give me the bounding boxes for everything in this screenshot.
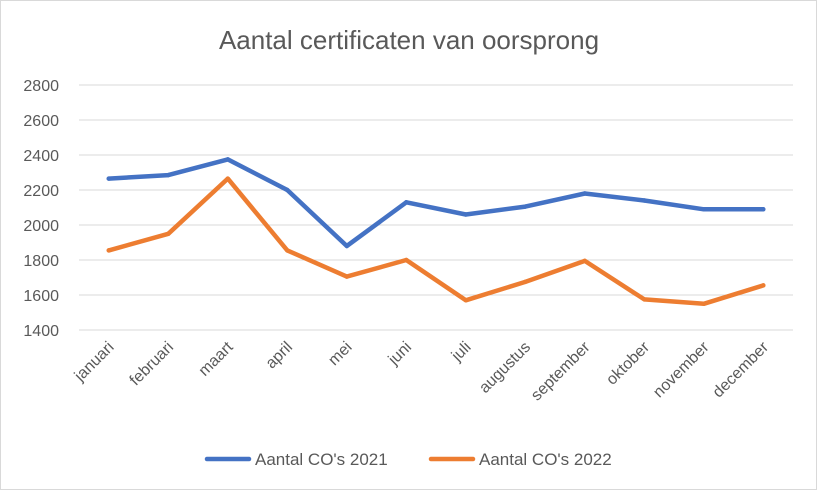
- x-tick-label: december: [710, 338, 773, 401]
- x-tick-label: augustus: [476, 339, 534, 397]
- data-point: [642, 198, 647, 203]
- x-axis-tick-labels: januari februari maart april mei juni juli augu…: [71, 338, 773, 404]
- y-tick-label: 2800: [23, 78, 59, 95]
- data-point: [582, 191, 587, 196]
- y-tick-label: 1600: [23, 288, 59, 305]
- data-point: [285, 248, 290, 253]
- legend-label-1: Aantal CO's 2021: [255, 450, 388, 469]
- data-point: [404, 257, 409, 263]
- y-tick-label: 2200: [23, 183, 59, 200]
- data-point: [642, 297, 647, 302]
- data-point: [463, 212, 468, 217]
- data-point: [404, 200, 409, 205]
- data-point: [225, 176, 230, 181]
- x-tick-label: juni: [385, 339, 415, 369]
- x-tick-label: februari: [127, 339, 177, 389]
- data-point: [344, 274, 349, 279]
- series-lines: [106, 157, 766, 307]
- gridlines: [79, 84, 793, 331]
- y-tick-label: 1800: [23, 253, 59, 270]
- y-axis-tick-labels: 1400 1600 1800 2000 2200 2400 2600 2800: [23, 78, 59, 340]
- x-tick-label: november: [650, 338, 713, 401]
- chart-title: Aantal certificaten van oorsprong: [219, 25, 599, 55]
- series-line-2: [106, 176, 766, 307]
- data-point: [761, 207, 766, 212]
- data-point: [106, 248, 111, 253]
- data-point: [761, 283, 766, 288]
- x-tick-label: januari: [71, 339, 118, 386]
- y-tick-label: 1400: [23, 323, 59, 340]
- data-point: [225, 157, 230, 162]
- legend-label-2: Aantal CO's 2022: [479, 450, 612, 469]
- data-point: [106, 176, 111, 181]
- data-point: [523, 279, 528, 285]
- x-tick-label: mei: [325, 339, 355, 369]
- data-point: [166, 172, 171, 178]
- data-point: [701, 207, 706, 212]
- x-tick-label: oktober: [603, 338, 653, 388]
- y-tick-label: 2600: [23, 113, 59, 130]
- y-tick-label: 2400: [23, 148, 59, 165]
- data-point: [523, 204, 528, 209]
- y-tick-label: 2000: [23, 218, 59, 235]
- data-point: [582, 258, 587, 264]
- data-point: [344, 243, 349, 249]
- series-line-1: [106, 157, 766, 249]
- x-tick-label: september: [528, 338, 594, 404]
- legend: Aantal CO's 2021 Aantal CO's 2022: [204, 450, 612, 469]
- x-tick-label: juli: [448, 339, 475, 366]
- data-point: [166, 231, 171, 236]
- x-tick-label: maart: [196, 338, 237, 379]
- data-point: [701, 301, 706, 306]
- x-tick-label: april: [263, 339, 296, 372]
- data-point: [285, 187, 290, 193]
- data-point: [463, 298, 468, 303]
